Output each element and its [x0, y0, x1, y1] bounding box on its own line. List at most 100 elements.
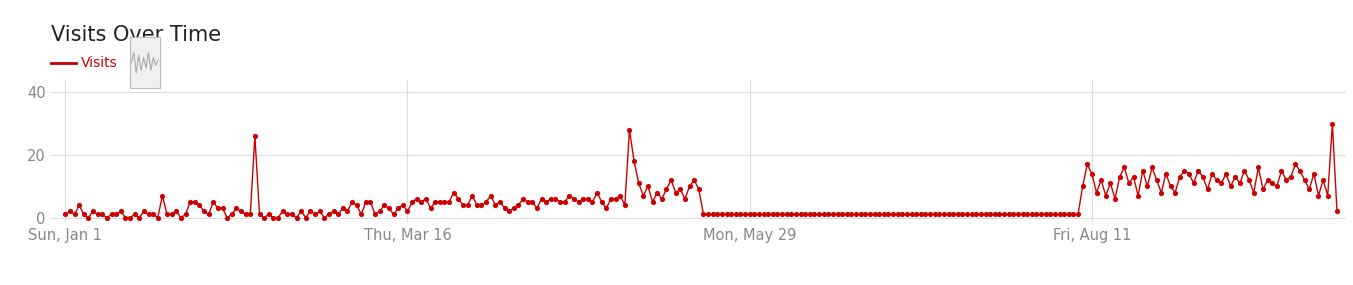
Point: [595, 206, 617, 211]
Point: [911, 212, 932, 217]
Point: [513, 197, 534, 201]
Point: [934, 212, 955, 217]
Point: [276, 212, 298, 217]
Point: [1303, 172, 1325, 176]
Point: [490, 200, 511, 204]
Point: [161, 212, 183, 217]
Point: [702, 212, 724, 217]
Point: [1196, 187, 1218, 192]
Point: [396, 209, 418, 214]
Point: [775, 212, 797, 217]
Point: [1030, 212, 1051, 217]
Point: [1095, 194, 1116, 198]
Point: [193, 209, 215, 214]
Point: [331, 206, 353, 211]
Point: [729, 212, 751, 217]
Point: [402, 200, 423, 204]
Point: [1049, 212, 1070, 217]
Point: [1123, 175, 1145, 179]
Point: [720, 212, 741, 217]
Point: [110, 209, 131, 214]
Point: [216, 215, 238, 220]
Point: [188, 203, 210, 207]
Point: [771, 212, 793, 217]
Point: [244, 134, 265, 139]
Point: [1127, 194, 1149, 198]
Point: [670, 187, 691, 192]
Point: [1003, 212, 1024, 217]
Point: [966, 212, 988, 217]
Point: [267, 215, 288, 220]
Point: [591, 200, 613, 204]
Point: [919, 212, 940, 217]
Point: [239, 212, 261, 217]
Point: [1039, 212, 1061, 217]
Point: [679, 184, 701, 189]
Point: [1165, 190, 1187, 195]
Point: [1224, 175, 1246, 179]
Point: [687, 187, 709, 192]
Point: [1299, 187, 1321, 192]
Point: [553, 200, 575, 204]
Point: [1284, 162, 1306, 167]
Point: [804, 212, 825, 217]
Text: Visits: Visits: [81, 56, 118, 70]
Point: [170, 215, 192, 220]
Point: [165, 209, 187, 214]
Point: [632, 194, 653, 198]
Point: [175, 212, 196, 217]
Point: [442, 190, 464, 195]
Point: [230, 209, 252, 214]
Point: [947, 212, 969, 217]
Point: [1257, 178, 1279, 182]
Point: [526, 206, 548, 211]
Point: [549, 200, 571, 204]
Point: [697, 212, 718, 217]
Point: [767, 212, 789, 217]
Point: [827, 212, 848, 217]
Point: [1137, 184, 1158, 189]
Point: [748, 212, 770, 217]
Point: [1293, 178, 1315, 182]
Point: [184, 200, 206, 204]
Point: [1289, 168, 1311, 173]
Point: [373, 203, 395, 207]
Point: [576, 197, 598, 201]
Point: [1276, 178, 1298, 182]
Point: [1035, 212, 1057, 217]
Point: [1215, 172, 1237, 176]
Point: [1201, 172, 1223, 176]
Point: [253, 215, 275, 220]
Point: [859, 212, 881, 217]
Point: [471, 203, 492, 207]
Point: [674, 197, 695, 201]
Point: [138, 212, 160, 217]
Point: [758, 212, 779, 217]
Point: [507, 203, 529, 207]
Point: [572, 197, 594, 201]
Point: [314, 215, 336, 220]
Point: [1072, 184, 1093, 189]
Point: [1150, 190, 1172, 195]
Point: [461, 194, 483, 198]
Point: [1104, 197, 1126, 201]
Point: [951, 212, 973, 217]
Point: [434, 200, 456, 204]
Point: [817, 212, 839, 217]
Point: [429, 200, 451, 204]
Point: [559, 194, 580, 198]
Point: [725, 212, 747, 217]
Point: [1280, 175, 1302, 179]
Point: [1022, 212, 1043, 217]
Point: [258, 212, 280, 217]
Point: [1173, 168, 1195, 173]
Point: [295, 215, 317, 220]
Point: [73, 212, 95, 217]
Point: [781, 212, 802, 217]
Point: [369, 209, 391, 214]
Point: [364, 212, 386, 217]
Point: [808, 212, 829, 217]
Point: [1211, 181, 1233, 186]
Point: [379, 206, 400, 211]
Point: [498, 209, 520, 214]
